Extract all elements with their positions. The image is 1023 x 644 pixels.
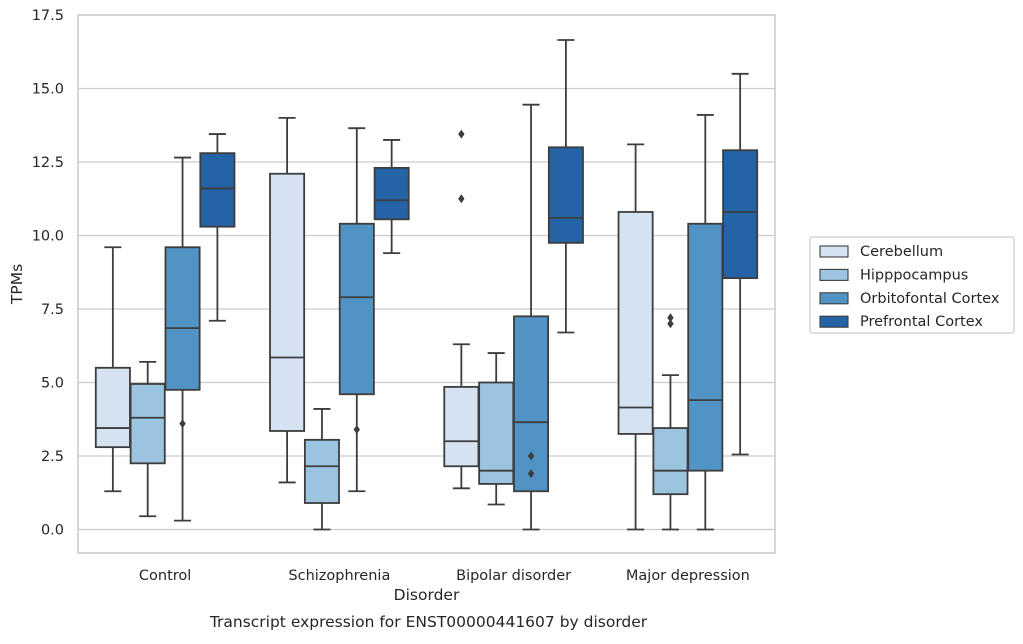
box-0-3 <box>199 133 236 322</box>
outlier-point <box>527 451 535 461</box>
box-iqr <box>617 211 654 435</box>
legend-swatch <box>819 315 849 328</box>
box-2-1 <box>478 352 515 506</box>
box-0-0 <box>94 246 131 493</box>
box-1-0 <box>269 116 306 484</box>
y-axis-ticks: 0.0 2.5 5.0 7.5 10.0 12.5 15.0 17.5 <box>32 8 64 538</box>
box-iqr <box>547 146 584 244</box>
box-iqr <box>164 246 201 391</box>
outlier-point <box>667 313 674 323</box>
legend-label: Prefrontal Cortex <box>860 314 983 330</box>
box-2-0 <box>443 129 480 490</box>
x-axis-ticks: Control Schizophrenia Bipolar disorder Majo… <box>139 568 750 584</box>
box-iqr <box>478 381 515 485</box>
box-2-3 <box>547 39 584 334</box>
legend-label: Cerebellum <box>860 244 943 260</box>
outlier-point <box>353 425 360 435</box>
box-iqr <box>303 438 340 504</box>
y-tick-label: 0.0 <box>41 522 64 538</box>
legend-label: Orbitofontal Cortex <box>860 291 1000 307</box>
box-2-2 <box>513 103 550 531</box>
legend-label: Hipppocampus <box>860 267 968 283</box>
y-tick-label: 7.5 <box>41 302 64 318</box>
outlier-point <box>667 319 674 329</box>
box-iqr <box>373 166 410 221</box>
legend-swatch <box>819 245 849 258</box>
box-3-1 <box>652 313 689 531</box>
plot-frame <box>77 14 776 554</box>
x-axis-label: Disorder <box>394 586 460 604</box>
box-iqr <box>269 172 306 432</box>
legend-frame <box>809 236 1015 334</box>
box-3-0 <box>617 143 654 531</box>
box-iqr <box>652 427 689 496</box>
box-1-3 <box>373 139 410 255</box>
x-tick-label: Schizophrenia <box>288 568 390 584</box>
x-tick-label: Major depression <box>626 568 750 584</box>
box-3-3 <box>722 72 759 456</box>
box-series <box>94 39 759 531</box>
box-iqr <box>338 222 375 396</box>
y-tick-label: 17.5 <box>32 8 64 24</box>
box-iqr <box>443 385 480 468</box>
box-0-1 <box>129 361 166 518</box>
y-tick-label: 15.0 <box>32 81 64 97</box>
box-1-2 <box>338 127 375 493</box>
x-tick-label: Bipolar disorder <box>456 568 571 584</box>
y-axis-label: TPMs <box>8 264 26 305</box>
outlier-point <box>458 129 465 139</box>
box-3-2 <box>687 114 724 531</box>
outlier-point <box>458 194 465 204</box>
outlier-point <box>179 419 186 429</box>
y-tick-label: 5.0 <box>41 375 64 391</box>
box-1-1 <box>303 408 340 531</box>
y-tick-label: 2.5 <box>41 449 64 465</box>
legend: Cerebellum Hipppocampus Orbitofontal Corte… <box>809 236 1015 334</box>
y-tick-label: 10.0 <box>32 228 64 244</box>
box-0-2 <box>164 156 201 522</box>
box-iqr <box>129 383 166 465</box>
y-tick-label: 12.5 <box>32 155 64 171</box>
box-iqr <box>687 222 724 472</box>
x-tick-label: Control <box>139 568 191 584</box>
box-iqr <box>94 366 131 449</box>
legend-swatch <box>819 268 849 281</box>
box-iqr <box>722 149 759 280</box>
outlier-point <box>527 469 535 479</box>
chart-caption: Transcript expression for ENST0000044160… <box>209 613 648 631</box>
box-iqr <box>513 315 550 493</box>
legend-swatch <box>819 292 849 305</box>
box-iqr <box>199 152 236 228</box>
